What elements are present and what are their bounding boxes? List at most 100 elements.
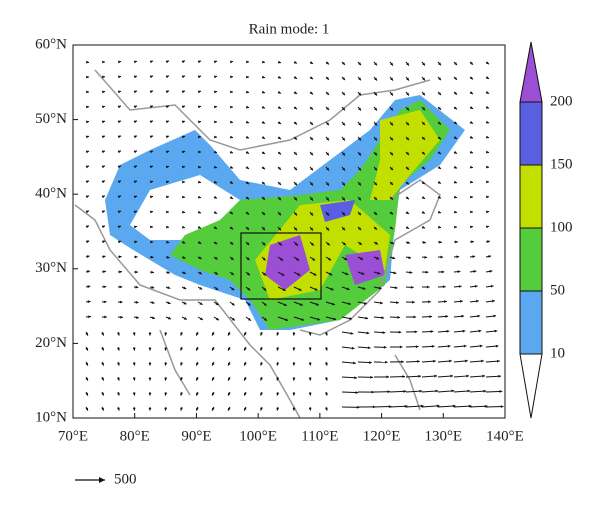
- wind-arrowhead: [278, 212, 281, 216]
- wind-arrowhead: [294, 212, 297, 216]
- wind-arrowhead: [342, 197, 345, 201]
- wind-arrowhead: [151, 270, 154, 274]
- wind-arrowhead: [262, 212, 265, 215]
- wind-arrowhead: [86, 150, 89, 154]
- wind-arrowhead: [88, 315, 91, 319]
- wind-arrowhead: [479, 344, 483, 348]
- wind-arrowhead: [116, 362, 120, 366]
- wind-arrowhead: [292, 392, 296, 396]
- y-tick-label: 60°N: [35, 36, 67, 52]
- wind-arrowhead: [413, 315, 417, 319]
- wind-arrowhead: [374, 62, 377, 66]
- wind-arrowhead: [294, 60, 297, 64]
- wind-arrowhead: [230, 75, 233, 79]
- wind-arrowhead: [283, 303, 287, 306]
- wind-arrowhead: [231, 302, 235, 306]
- wind-arrowhead: [342, 152, 345, 156]
- wind-arrowhead: [438, 62, 441, 66]
- wind-arrowhead: [326, 122, 329, 126]
- wind-arrowhead: [212, 377, 215, 381]
- wind-arrowhead: [363, 301, 367, 305]
- wind-arrowhead: [260, 347, 263, 351]
- wind-arrowhead: [371, 390, 375, 394]
- wind-arrowhead: [494, 329, 498, 333]
- rain-200: [345, 250, 385, 285]
- wind-arrowhead: [212, 347, 215, 351]
- wind-arrowhead: [285, 318, 289, 321]
- wind-arrowhead: [85, 377, 88, 381]
- wind-arrowhead: [438, 121, 441, 125]
- wind-arrowhead: [350, 331, 354, 335]
- wind-arrowhead: [342, 92, 345, 96]
- wind-arrowhead: [150, 195, 153, 199]
- wind-arrowhead: [182, 180, 185, 184]
- colorbar-bin: [519, 290, 543, 355]
- wind-arrowhead: [438, 136, 441, 140]
- wind-arrowhead: [470, 106, 473, 109]
- wind-arrowhead: [310, 91, 313, 95]
- wind-arrowhead: [386, 375, 390, 379]
- wind-arrowhead: [374, 107, 377, 111]
- wind-arrowhead: [310, 197, 313, 201]
- wind-arrowhead: [230, 105, 233, 109]
- wind-arrowhead: [230, 196, 233, 199]
- wind-arrowhead: [116, 332, 120, 336]
- wind-arrowhead: [86, 240, 90, 244]
- colorbar-bin: [519, 164, 543, 229]
- wind-arrowhead: [180, 332, 183, 336]
- wind-arrowhead: [326, 137, 329, 141]
- wind-vector: [453, 405, 472, 408]
- wind-arrowhead: [422, 225, 425, 229]
- wind-arrowhead: [355, 391, 359, 394]
- wind-arrowhead: [390, 182, 393, 185]
- wind-arrowhead: [102, 90, 105, 94]
- wind-arrowhead: [262, 242, 266, 246]
- wind-arrowhead: [358, 122, 361, 126]
- wind-arrowhead: [182, 225, 185, 229]
- wind-arrowhead: [230, 181, 233, 184]
- x-tick-label: 80°E: [120, 428, 150, 444]
- wind-arrowhead: [85, 362, 88, 366]
- wind-arrowhead: [244, 362, 247, 366]
- wind-arrowhead: [101, 407, 104, 411]
- x-tick-label: 100°E: [239, 428, 277, 444]
- wind-arrowhead: [214, 180, 217, 184]
- wind-arrowhead: [246, 242, 250, 245]
- wind-arrowhead: [85, 407, 88, 411]
- wind-arrowhead: [228, 332, 231, 336]
- wind-arrowhead: [393, 271, 397, 275]
- wind-arrowhead: [401, 360, 404, 364]
- wind-arrowhead: [354, 376, 358, 380]
- wind-arrowhead: [417, 360, 420, 363]
- wind-arrowhead: [164, 407, 168, 411]
- wind-arrowhead: [199, 286, 203, 290]
- wind-arrowhead: [292, 347, 296, 351]
- wind-arrowhead: [460, 299, 463, 303]
- wind-arrowhead: [310, 61, 313, 64]
- wind-arrowhead: [244, 392, 247, 396]
- title: Rain mode: 1: [249, 21, 330, 37]
- wind-arrowhead: [116, 407, 120, 411]
- wind-arrowhead: [358, 77, 361, 81]
- wind-arrowhead: [150, 90, 153, 94]
- wind-arrowhead: [406, 166, 409, 170]
- wind-arrowhead: [118, 150, 121, 154]
- wind-arrowhead: [454, 151, 457, 154]
- wind-arrowhead: [410, 285, 414, 289]
- wind-vector: [373, 405, 392, 408]
- x-tick-label: 130°E: [424, 428, 462, 444]
- wind-arrowhead: [278, 121, 281, 124]
- wind-arrowhead: [182, 75, 185, 79]
- wind-arrowhead: [276, 332, 280, 336]
- wind-arrowhead: [486, 105, 489, 109]
- wind-arrowhead: [246, 257, 250, 261]
- wind-arrowhead: [390, 152, 393, 156]
- wind-arrowhead: [324, 332, 328, 336]
- wind-arrowhead: [198, 225, 201, 229]
- wind-arrowhead: [278, 151, 281, 155]
- wind-arrowhead: [349, 317, 353, 320]
- wind-arrowhead: [148, 332, 152, 336]
- wind-arrowhead: [310, 106, 313, 110]
- wind-arrowhead: [246, 226, 249, 230]
- wind-arrowhead: [212, 407, 215, 411]
